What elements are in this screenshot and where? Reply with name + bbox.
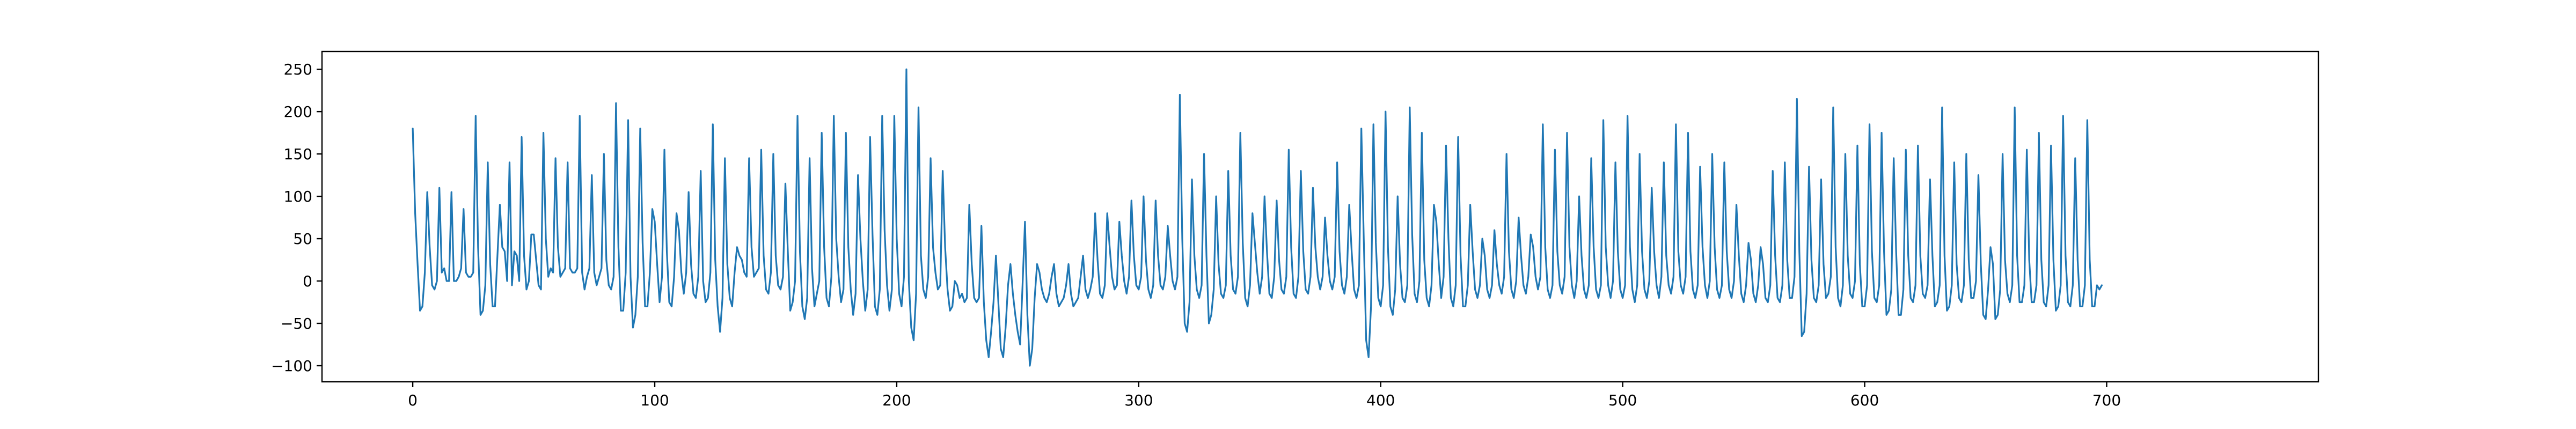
x-tick-label: 400 (1366, 391, 1395, 409)
x-tick-label: 0 (408, 391, 418, 409)
plot-content (412, 68, 2103, 367)
y-tick-label: 150 (284, 145, 312, 163)
series-line-0 (412, 68, 2103, 367)
y-tick-label: 0 (303, 272, 312, 290)
x-tick-label: 100 (640, 391, 669, 409)
y-tick-label: 200 (284, 103, 312, 121)
y-tick-label: 100 (284, 188, 312, 205)
y-tick-label: 50 (293, 230, 312, 248)
x-axis: 0 100 200 300 400 500 600 700 (408, 382, 2121, 409)
x-tick-label: 200 (882, 391, 911, 409)
axes-frame (321, 50, 2319, 383)
x-tick-label: 700 (2092, 391, 2121, 409)
y-tick-label: 250 (284, 61, 312, 78)
y-tick-label: −50 (281, 315, 312, 332)
y-axis: −100 −50 0 50 100 150 200 250 (271, 61, 322, 375)
x-tick-label: 300 (1124, 391, 1153, 409)
y-tick-label: −100 (271, 357, 312, 375)
x-tick-label: 600 (1850, 391, 1879, 409)
x-tick-label: 500 (1608, 391, 1637, 409)
